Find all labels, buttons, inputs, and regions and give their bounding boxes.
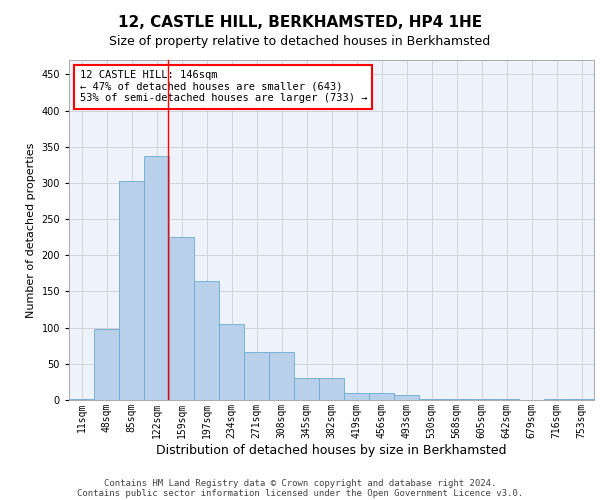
- Text: Contains HM Land Registry data © Crown copyright and database right 2024.: Contains HM Land Registry data © Crown c…: [104, 478, 496, 488]
- Y-axis label: Number of detached properties: Number of detached properties: [26, 142, 36, 318]
- Bar: [344, 393, 369, 400]
- Text: Contains public sector information licensed under the Open Government Licence v3: Contains public sector information licen…: [77, 488, 523, 498]
- Bar: [294, 378, 319, 400]
- Bar: [69, 398, 94, 400]
- Bar: [369, 393, 394, 400]
- Bar: [194, 280, 219, 400]
- Bar: [319, 378, 344, 400]
- Bar: [94, 329, 119, 400]
- Bar: [419, 398, 444, 400]
- Bar: [394, 395, 419, 400]
- Bar: [169, 237, 194, 400]
- Bar: [119, 181, 144, 400]
- Bar: [219, 324, 244, 400]
- Text: Size of property relative to detached houses in Berkhamsted: Size of property relative to detached ho…: [109, 35, 491, 48]
- Text: 12 CASTLE HILL: 146sqm
← 47% of detached houses are smaller (643)
53% of semi-de: 12 CASTLE HILL: 146sqm ← 47% of detached…: [79, 70, 367, 103]
- Text: 12, CASTLE HILL, BERKHAMSTED, HP4 1HE: 12, CASTLE HILL, BERKHAMSTED, HP4 1HE: [118, 15, 482, 30]
- Bar: [269, 352, 294, 400]
- Bar: [569, 398, 594, 400]
- Bar: [244, 352, 269, 400]
- Bar: [144, 156, 169, 400]
- X-axis label: Distribution of detached houses by size in Berkhamsted: Distribution of detached houses by size …: [156, 444, 507, 456]
